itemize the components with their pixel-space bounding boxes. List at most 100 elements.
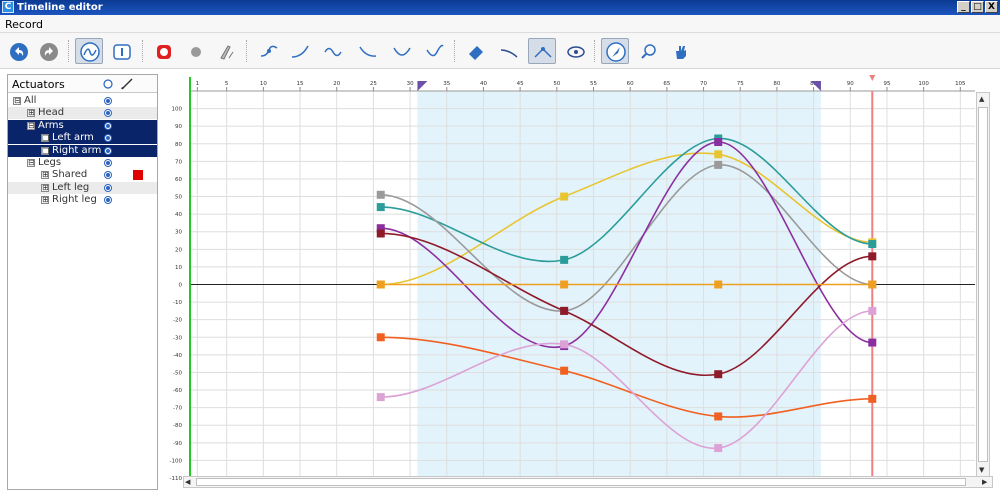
y-tick-label: -110: [170, 476, 183, 482]
keyframe-point[interactable]: [376, 203, 385, 212]
keyframe-point[interactable]: [376, 393, 385, 402]
keyframe-point[interactable]: [714, 150, 723, 159]
panel-header: Actuators: [8, 75, 157, 93]
vertical-scroll-thumb[interactable]: [978, 107, 988, 462]
curve-view-button[interactable]: [75, 38, 103, 64]
redo-button[interactable]: [34, 38, 62, 64]
keyframe-point[interactable]: [560, 280, 569, 289]
ease-out-button[interactable]: [353, 38, 381, 64]
ease-in-button[interactable]: [285, 38, 313, 64]
add-point-button[interactable]: [254, 38, 282, 64]
enable-radio[interactable]: [104, 159, 112, 167]
enable-radio[interactable]: [104, 196, 112, 205]
collapse-icon[interactable]: ⊟: [27, 158, 35, 167]
search-button[interactable]: [634, 38, 662, 64]
selection-end-handle[interactable]: [810, 81, 821, 91]
keyframe-point[interactable]: [868, 240, 877, 249]
tree-item-right-arm[interactable]: □ Right arm: [8, 144, 157, 157]
scroll-down-icon[interactable]: ▼: [979, 466, 985, 474]
keyframe-point[interactable]: [560, 255, 569, 264]
keyframe-point[interactable]: [714, 160, 723, 169]
enable-column-icon[interactable]: [103, 79, 113, 89]
keyframe-point[interactable]: [714, 412, 723, 421]
search-icon: [641, 44, 656, 59]
ease-sine-button[interactable]: [318, 38, 346, 64]
dot-button[interactable]: [181, 38, 209, 64]
collapse-icon[interactable]: ⊟: [27, 120, 35, 130]
info-button[interactable]: [107, 38, 135, 64]
keyframe-point[interactable]: [868, 394, 877, 403]
keyframe-point[interactable]: [714, 280, 723, 289]
enable-radio[interactable]: [104, 97, 112, 105]
minimize-button[interactable]: _: [957, 1, 970, 13]
close-button[interactable]: X: [985, 1, 998, 13]
collapse-icon[interactable]: ⊟: [13, 96, 21, 105]
keyframe-point[interactable]: [560, 366, 569, 375]
enable-radio[interactable]: [104, 183, 112, 192]
leaf-icon[interactable]: □: [41, 133, 50, 143]
ease-bounce-button[interactable]: [387, 38, 415, 64]
smooth-button[interactable]: [528, 38, 556, 64]
visibility-button[interactable]: [561, 38, 589, 64]
hand-button[interactable]: [666, 38, 694, 64]
interpolate-button[interactable]: [494, 38, 522, 64]
tree-item-head[interactable]: ⊞ Head: [8, 107, 157, 120]
selection-start-handle[interactable]: [417, 81, 428, 91]
tree-item-shared[interactable]: ⊞ Shared: [8, 169, 157, 181]
enable-radio[interactable]: [104, 121, 112, 130]
keyframe-point[interactable]: [376, 224, 385, 233]
keyframe-point[interactable]: [714, 444, 723, 453]
enable-radio[interactable]: [104, 134, 112, 143]
expand-icon[interactable]: ⊞: [41, 182, 49, 192]
expand-icon[interactable]: ⊞: [27, 108, 35, 118]
series-line: [380, 310, 873, 449]
tools-button[interactable]: [212, 38, 240, 64]
keyframe-point[interactable]: [560, 306, 569, 315]
playhead-handle[interactable]: [869, 75, 876, 81]
scroll-up-icon[interactable]: ▲: [979, 95, 985, 103]
y-tick-label: -100: [170, 458, 183, 464]
keyframe-point[interactable]: [868, 306, 877, 315]
keyframe-point[interactable]: [868, 252, 877, 261]
pencil-column-icon[interactable]: [120, 77, 134, 90]
menu-record[interactable]: Record: [5, 18, 44, 31]
keyframe-point[interactable]: [560, 192, 569, 201]
enable-radio[interactable]: [104, 109, 112, 118]
scroll-left-icon[interactable]: ◀: [185, 478, 191, 486]
horizontal-scrollbar[interactable]: ◀ ▶: [183, 476, 993, 488]
keyframe-point[interactable]: [376, 190, 385, 199]
keyframe-point[interactable]: [376, 280, 385, 289]
tree-item-left-leg[interactable]: ⊞ Left leg: [8, 181, 157, 194]
enable-radio[interactable]: [104, 146, 112, 155]
eraser-button[interactable]: [461, 38, 489, 64]
y-tick-label: -40: [173, 353, 182, 359]
scroll-right-icon[interactable]: ▶: [982, 478, 988, 486]
pointer-button[interactable]: [601, 38, 629, 64]
keyframe-point[interactable]: [376, 333, 385, 342]
undo-button[interactable]: [4, 38, 32, 64]
vertical-scrollbar[interactable]: ▲ ▼: [976, 92, 990, 478]
pointer-icon: [606, 42, 626, 62]
tree-item-arms[interactable]: ⊟ Arms: [8, 119, 157, 132]
keyframe-point[interactable]: [560, 340, 569, 349]
timeline-chart[interactable]: 1 5 10 15 20 25 30 35 40 45 50 55 60 65 70 75 80 85 90 95 10…: [160, 74, 996, 490]
maximize-button[interactable]: □: [971, 1, 984, 13]
record-button[interactable]: [149, 38, 177, 64]
tree-item-right-leg[interactable]: ⊞ Right leg: [8, 194, 157, 206]
keyframe-point[interactable]: [714, 370, 723, 379]
y-tick-label: -60: [173, 388, 182, 394]
keyframe-point[interactable]: [376, 229, 385, 238]
tree-item-all[interactable]: ⊟ All: [8, 95, 157, 107]
tree-item-legs[interactable]: ⊟ Legs: [8, 157, 157, 169]
enable-radio[interactable]: [104, 171, 112, 180]
expand-icon[interactable]: ⊞: [41, 170, 49, 180]
horizontal-scroll-thumb[interactable]: [196, 478, 966, 486]
color-swatch[interactable]: [133, 170, 143, 181]
expand-icon[interactable]: ⊞: [41, 195, 49, 205]
tree-item-left-arm[interactable]: □ Left arm: [8, 132, 157, 145]
keyframe-point[interactable]: [868, 338, 877, 347]
ease-inout-button[interactable]: [420, 38, 448, 64]
keyframe-point[interactable]: [714, 138, 723, 147]
leaf-icon[interactable]: □: [41, 145, 50, 155]
keyframe-point[interactable]: [868, 280, 877, 289]
